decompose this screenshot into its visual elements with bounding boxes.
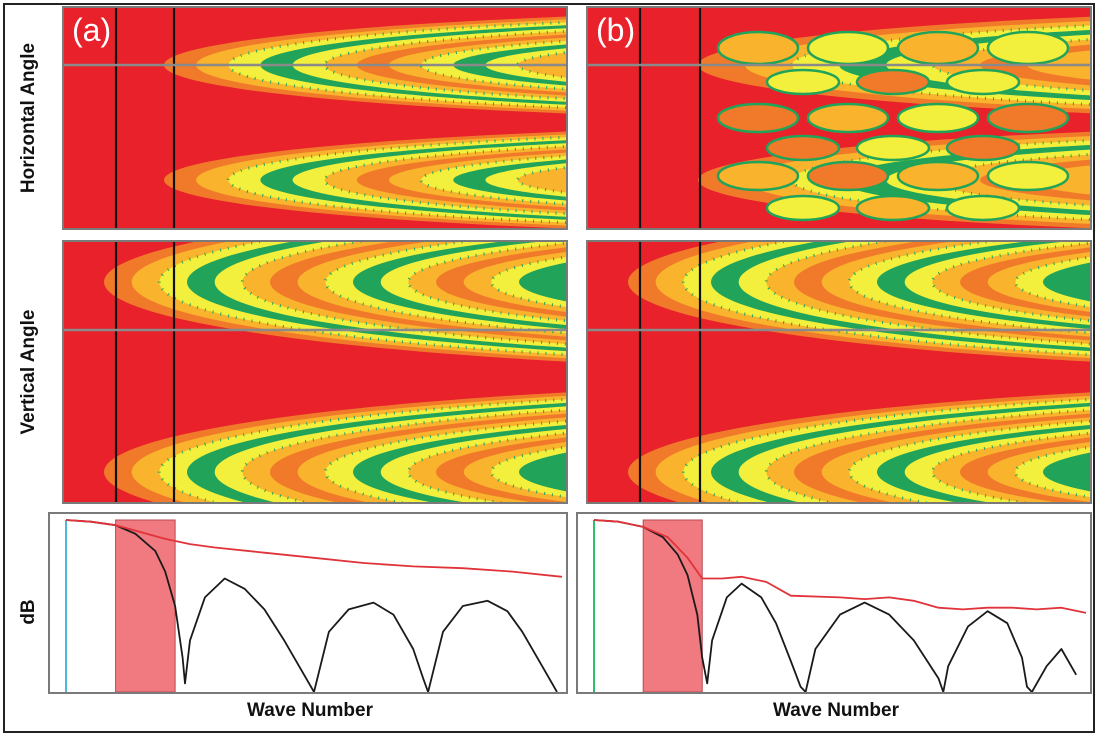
shaded-band: [115, 519, 176, 692]
interference-cell: [855, 194, 931, 222]
fringe-node-line: [682, 397, 1090, 502]
spectrum-b: [576, 512, 1092, 694]
interference-cell: [716, 30, 800, 66]
interference-cell: [896, 30, 980, 66]
fringe-lobe: [628, 392, 1090, 502]
row-label-vertical-angle: Vertical Angle: [18, 309, 39, 435]
envelope-line: [65, 519, 563, 578]
interference-cell: [765, 134, 841, 162]
spectrum-plot: [593, 519, 1087, 692]
heatmap-a-vertical: [62, 240, 568, 504]
x-axis-label-a: Wave Number: [247, 700, 373, 721]
heatmap-plot: [588, 242, 1090, 502]
interference-cell: [896, 160, 980, 192]
interference-cell: [986, 30, 1070, 66]
interference-cell: [806, 30, 890, 66]
fringe-band: [1043, 262, 1090, 302]
shaded-band: [642, 519, 703, 692]
interference-cell: [716, 160, 800, 192]
interference-cell: [765, 194, 841, 222]
spectrum-line: [65, 519, 558, 692]
spectrum-a: [48, 512, 568, 694]
interference-cell: [765, 68, 841, 96]
fringe-lobe: [164, 131, 566, 228]
interference-cell: [855, 134, 931, 162]
interference-cell: [716, 102, 800, 134]
interference-cell: [945, 134, 1021, 162]
heatmap-plot: [588, 8, 1090, 228]
heatmap-plot: [64, 8, 566, 228]
heatmap-plot: [64, 242, 566, 502]
panel-tag-b: (b): [596, 12, 636, 48]
heatmap-b-vertical: [586, 240, 1092, 504]
interference-cell: [806, 102, 890, 134]
row-label-horizontal-angle: Horizontal Angle: [18, 42, 39, 194]
x-axis-label-b: Wave Number: [773, 700, 899, 721]
interference-cell: [945, 68, 1021, 96]
spectrum-line: [593, 519, 1077, 692]
fringe-lobe: [104, 392, 566, 502]
envelope-line: [593, 519, 1087, 614]
fringe-band: [519, 452, 566, 492]
fringe-node-line: [682, 242, 1090, 357]
row-label-db: dB: [18, 599, 39, 625]
heatmap-a-horizontal: (a): [62, 6, 568, 230]
fringe-node-line: [158, 242, 566, 357]
fringe-band: [1043, 452, 1090, 492]
interference-cell: [855, 68, 931, 96]
interference-cells: [716, 30, 1070, 222]
fringe-band: [519, 262, 566, 302]
heatmap-b-horizontal: (b): [586, 6, 1092, 230]
interference-cell: [945, 194, 1021, 222]
fringe-lobe: [628, 242, 1090, 362]
interference-cell: [806, 160, 890, 192]
spectrum-plot: [65, 519, 563, 692]
panel-tag-a: (a): [72, 12, 112, 48]
interference-cell: [986, 160, 1070, 192]
interference-cell: [896, 102, 980, 134]
fringe-node-line: [158, 397, 566, 502]
interference-cell: [986, 102, 1070, 134]
figure-frame: [3, 3, 1095, 733]
